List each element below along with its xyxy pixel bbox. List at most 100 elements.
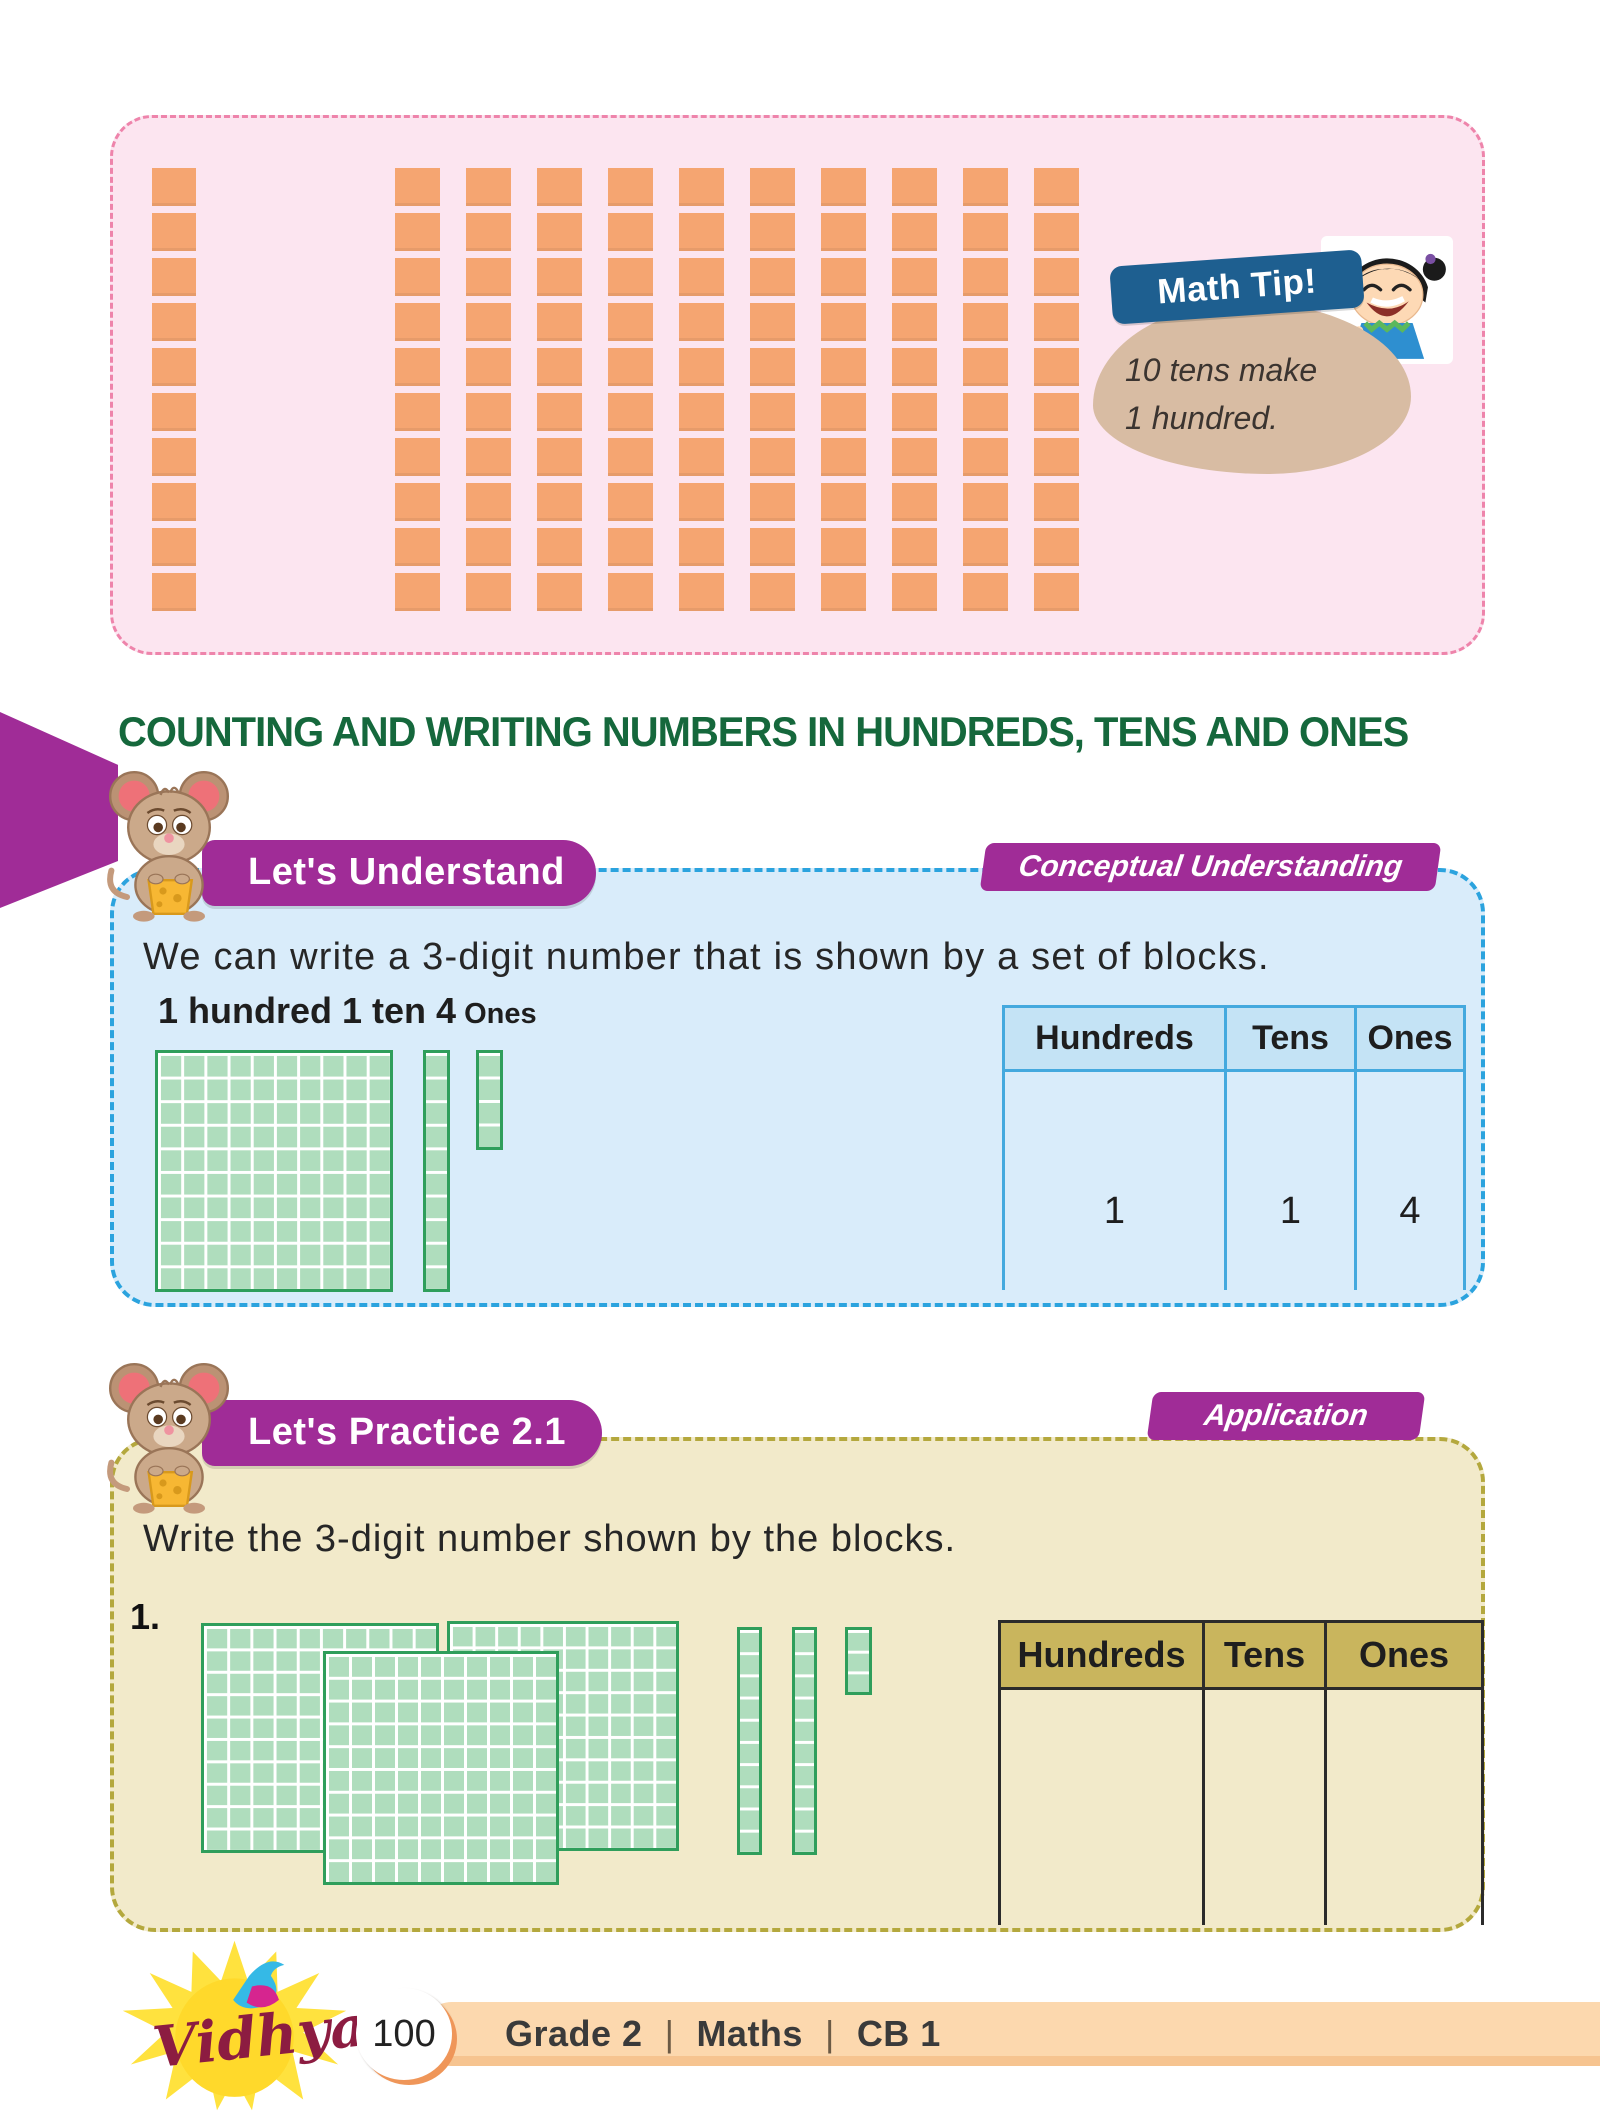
unit-block [395,168,440,206]
unit-block [821,213,866,251]
understand-banner: Let's Understand [202,840,596,906]
unit-block [750,168,795,206]
unit-block [750,348,795,386]
unit-block [152,303,196,341]
unit-block [821,303,866,341]
answer-cell-tens[interactable] [1205,1690,1327,1925]
unit-block [608,483,653,521]
hundred-block [155,1050,393,1292]
ten-tens-group [395,168,1079,611]
unit-block [892,258,937,296]
unit-block [537,573,582,611]
practice-item-number: 1. [130,1596,161,1637]
unit-block [395,438,440,476]
unit-block [152,573,196,611]
answer-cell-hundreds[interactable] [1001,1690,1205,1925]
unit-block [963,483,1008,521]
unit-block [750,213,795,251]
ten-rod [423,1050,450,1292]
unit-block [466,528,511,566]
unit-block [466,483,511,521]
unit-block [537,213,582,251]
unit-block [466,258,511,296]
unit-block [608,213,653,251]
unit-block [1034,168,1079,206]
practice-banner: Let's Practice 2.1 [202,1400,602,1466]
table-header-tens: Tens [1205,1623,1327,1690]
hundred-block [323,1651,559,1885]
breadcrumb-separator: | [664,2013,675,2054]
unit-block [466,303,511,341]
unit-block [892,348,937,386]
unit-block [892,528,937,566]
answer-cell-ones[interactable] [1327,1690,1481,1925]
footer-bar [420,2002,1600,2066]
unit-block [963,348,1008,386]
unit-block [1034,438,1079,476]
unit-block [537,438,582,476]
unit-block [750,528,795,566]
unit-block [466,393,511,431]
unit-block [892,438,937,476]
unit-block [750,258,795,296]
unit-block [892,303,937,341]
sun-logo-illustration: Vidhya [122,1940,370,2111]
unit-block [395,303,440,341]
unit-block [466,168,511,206]
unit-block [395,573,440,611]
unit-block [608,393,653,431]
unit-block [821,483,866,521]
unit-block [608,258,653,296]
caption-suffix: Ones [464,998,537,1030]
table-header-hundreds: Hundreds [1001,1623,1205,1690]
unit-block [963,438,1008,476]
math-tip-text-line2: 1 hundred. [1125,400,1279,436]
footer-course: Grade 2 [505,2013,643,2054]
unit-block [608,303,653,341]
table-value-tens: 1 [1227,1072,1357,1290]
mouse-illustration [107,1363,229,1514]
table-value-hundreds: 1 [1005,1072,1227,1290]
unit-block [892,573,937,611]
practice-instruction: Write the 3-digit number shown by the bl… [143,1518,957,1560]
unit-block [679,303,724,341]
unit-block [537,528,582,566]
understand-intro-text: We can write a 3-digit number that is sh… [143,936,1270,978]
table-header-ones: Ones [1357,1008,1463,1072]
unit-block [963,213,1008,251]
unit-block [821,573,866,611]
unit-block [466,348,511,386]
ones-rod-3 [845,1627,872,1695]
math-tip-text-line1: 10 tens make [1125,352,1318,388]
table-header-ones: Ones [1327,1623,1481,1690]
unit-block [679,168,724,206]
chapter-heading: COUNTING AND WRITING NUMBERS IN HUNDREDS… [118,708,1409,755]
unit-block [537,483,582,521]
unit-block [608,168,653,206]
table-header-hundreds: Hundreds [1005,1008,1227,1072]
unit-block [395,528,440,566]
page-number: 100 [356,1988,452,2080]
unit-block [152,483,196,521]
unit-block [892,213,937,251]
unit-block [679,213,724,251]
mouse-mascot [103,758,235,928]
footer-subject: Maths [696,2013,803,2054]
table-header-tens: Tens [1227,1008,1357,1072]
unit-block [537,393,582,431]
unit-block [608,348,653,386]
unit-block [750,303,795,341]
unit-block [1034,573,1079,611]
unit-block [466,573,511,611]
unit-block [152,528,196,566]
unit-block [963,303,1008,341]
unit-block [1034,213,1079,251]
unit-block [679,258,724,296]
unit-block [821,438,866,476]
unit-block [152,348,196,386]
table-value-ones: 4 [1399,1189,1421,1232]
unit-block [537,168,582,206]
tens-blocks-panel: Math Tip! 10 tens make 1 hundred. [110,115,1485,655]
math-tip-bubble [1093,302,1411,474]
